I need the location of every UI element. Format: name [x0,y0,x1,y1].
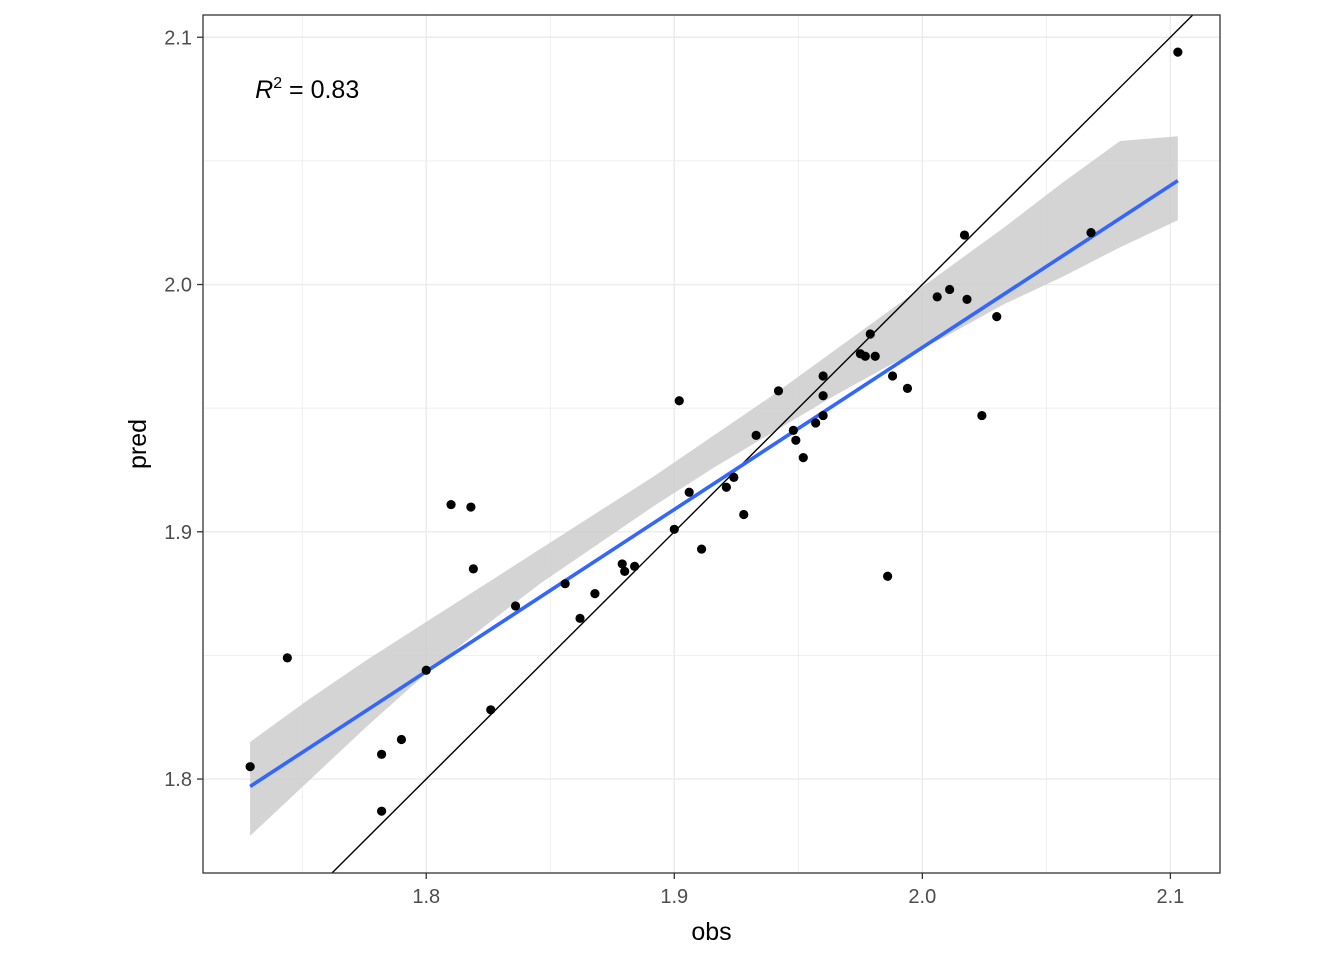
identity-line-group [331,14,1194,874]
data-point [560,579,570,589]
regression-line [249,179,1179,788]
r-squared-value: = 0.83 [282,76,359,104]
data-point [510,601,521,611]
data-point [959,230,970,240]
y-tick-label: 1.9 [164,522,192,544]
data-point [883,571,893,581]
data-point [818,371,828,381]
data-point [887,371,898,381]
r-symbol: R [255,76,273,104]
data-point [696,544,707,554]
data-point [674,396,684,406]
data-point [788,425,798,436]
x-tick-label: 2.1 [1156,886,1184,908]
y-tick-label: 2.1 [164,27,192,49]
data-point [870,351,880,361]
data-point [945,284,955,295]
x-axis-title: obs [691,918,731,946]
grid [203,15,1220,873]
data-point [860,351,870,361]
regression-line-group [249,179,1179,788]
data-point [818,410,828,421]
identity-line [331,14,1194,874]
r-superscript: 2 [273,75,282,92]
axes: 1.8 1.9 2.0 2.1 1.8 1.9 2.0 2.1 [164,27,1184,908]
data-point [421,665,431,675]
data-point [902,383,913,393]
data-point [1173,47,1183,57]
r-squared-annotation: R2 = 0.83 [255,75,359,104]
x-tick-label: 2.0 [908,886,936,908]
data-point [669,524,679,534]
data-point [962,294,972,304]
data-point [684,487,694,497]
data-point [486,705,496,715]
data-point [376,749,387,759]
data-point [466,502,476,512]
data-point [620,566,630,576]
x-tick-label: 1.9 [660,886,688,908]
data-point [282,653,292,663]
data-point [617,559,627,569]
data-point [630,561,640,571]
data-point [739,509,749,520]
data-point [396,734,407,745]
data-point [245,762,255,772]
data-point [729,472,739,482]
data-point [575,613,585,623]
data-point [818,391,828,401]
data-point [468,564,478,574]
data-point [751,430,761,440]
data-point [811,418,821,428]
data-point [791,435,801,445]
data-point [1086,227,1096,238]
data-point [376,806,387,816]
data-point [590,588,600,599]
confidence-band [250,136,1178,836]
data-point [932,292,942,302]
y-tick-label: 2.0 [164,275,192,297]
x-tick-label: 1.8 [412,886,440,908]
data-point [992,312,1002,322]
data-point [977,410,987,421]
data-point [446,499,456,510]
y-tick-label: 1.8 [164,769,192,791]
data-point [773,386,784,396]
confidence-band-area [250,136,1178,836]
panel-border [202,14,1221,874]
y-axis-title: pred [124,419,152,469]
data-point [865,329,875,339]
data-points [245,47,1183,816]
data-point [798,452,808,463]
data-point [721,482,731,492]
